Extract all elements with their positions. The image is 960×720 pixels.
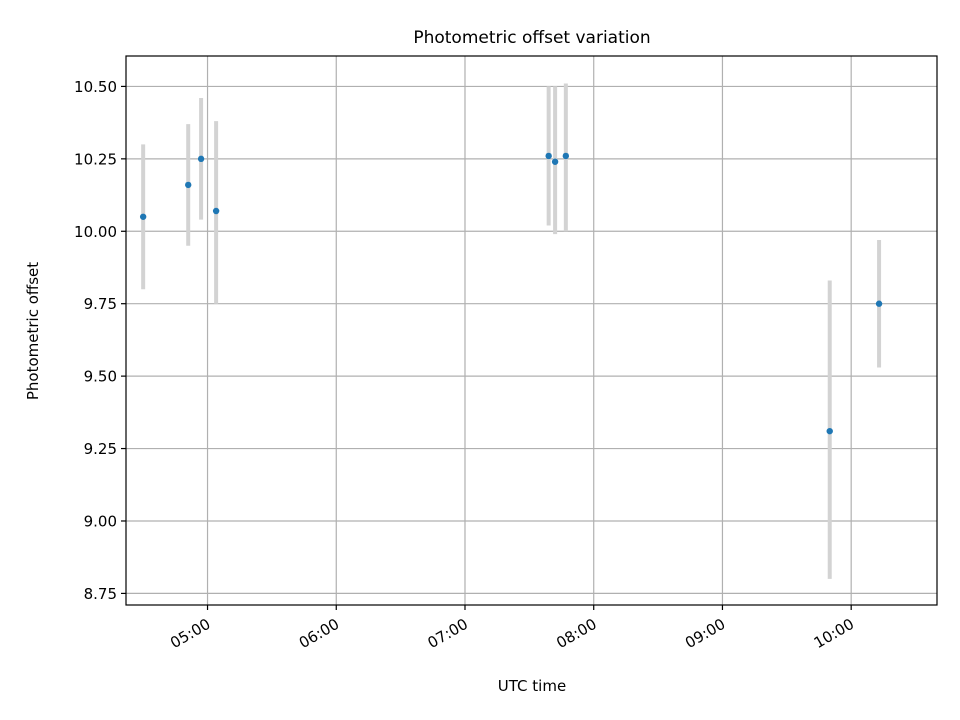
data-point bbox=[197, 155, 205, 163]
plot-area-frame bbox=[125, 55, 938, 606]
y-axis-ticks: 8.75 9.00 9.25 9.50 9.75 10.00 10.25 10.50 bbox=[74, 78, 126, 603]
x-axis-label: UTC time bbox=[498, 677, 566, 695]
data-point bbox=[826, 427, 833, 435]
y-tick-label: 10.25 bbox=[74, 150, 117, 168]
y-tick-label: 9.25 bbox=[84, 440, 117, 458]
y-tick-label: 9.00 bbox=[84, 512, 117, 530]
y-axis-label: Photometric offset bbox=[24, 262, 42, 400]
data-point bbox=[185, 181, 192, 189]
y-tick-label: 8.75 bbox=[84, 585, 117, 603]
grid bbox=[126, 56, 937, 605]
data-point bbox=[562, 152, 570, 160]
y-tick-label: 10.00 bbox=[74, 223, 117, 241]
data-point bbox=[212, 207, 220, 215]
chart-title: Photometric offset variation bbox=[413, 28, 650, 48]
y-tick-label: 10.50 bbox=[74, 78, 117, 96]
y-tick-label: 9.50 bbox=[84, 368, 117, 386]
data-points bbox=[139, 152, 883, 435]
data-point bbox=[551, 158, 559, 165]
y-tick-label: 9.75 bbox=[84, 295, 117, 313]
data-point bbox=[545, 152, 552, 160]
data-point bbox=[875, 300, 883, 307]
data-point bbox=[139, 213, 147, 220]
